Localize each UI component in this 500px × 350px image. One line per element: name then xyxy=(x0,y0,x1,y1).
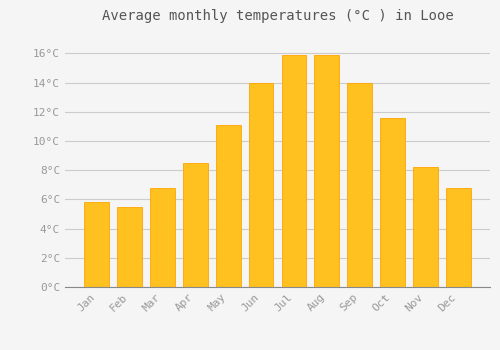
Title: Average monthly temperatures (°C ) in Looe: Average monthly temperatures (°C ) in Lo… xyxy=(102,9,454,23)
Bar xyxy=(150,188,174,287)
Bar xyxy=(248,83,274,287)
Bar xyxy=(216,125,240,287)
Bar xyxy=(84,202,109,287)
Bar xyxy=(314,55,339,287)
Bar xyxy=(117,207,142,287)
Bar xyxy=(348,83,372,287)
Bar xyxy=(446,188,470,287)
Bar xyxy=(183,163,208,287)
Bar xyxy=(282,55,306,287)
Bar xyxy=(413,167,438,287)
Bar xyxy=(380,118,405,287)
